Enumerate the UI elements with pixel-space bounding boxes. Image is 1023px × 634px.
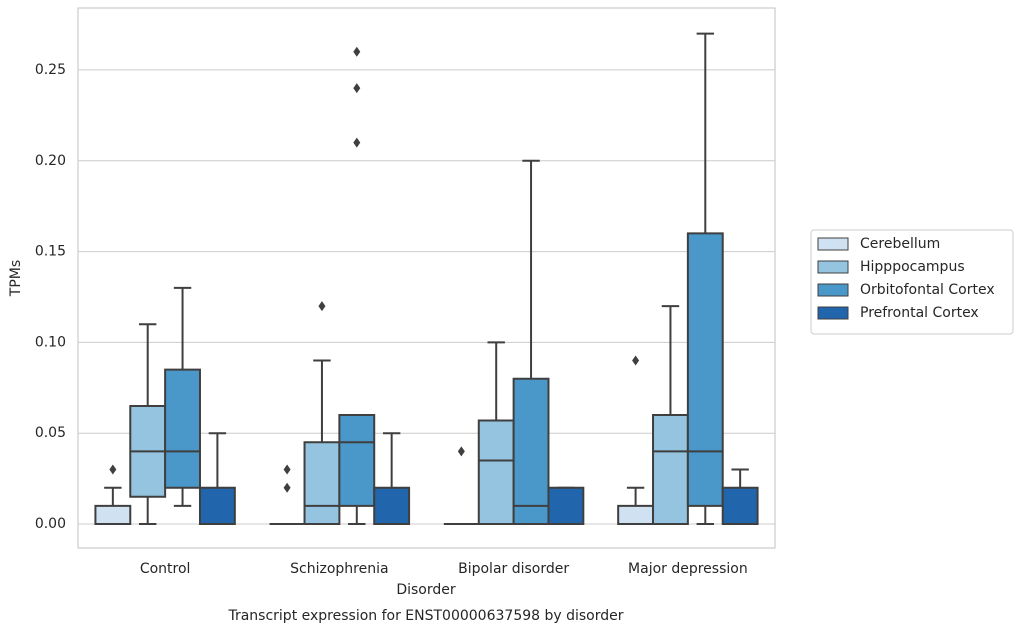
- box: [198, 486, 236, 526]
- x-tick-label: Control: [140, 561, 191, 577]
- box: [164, 368, 201, 489]
- box: [94, 504, 132, 526]
- x-tick-label: Bipolar disorder: [458, 561, 569, 577]
- legend-label: Cerebellum: [860, 236, 940, 252]
- box: [686, 232, 724, 507]
- y-tick-label: 0.00: [35, 516, 66, 532]
- legend-swatch: [817, 237, 849, 251]
- legend: Cerebellum Hipppocampus Orbitofontal Corte…: [810, 229, 1014, 335]
- box: [373, 486, 411, 526]
- legend-label: Orbitofontal Cortex: [860, 282, 995, 298]
- box: [477, 419, 515, 526]
- legend-swatch: [817, 283, 849, 297]
- y-tick-label: 0.10: [35, 334, 66, 350]
- box: [721, 486, 759, 526]
- outlier: [283, 482, 291, 493]
- outlier: [318, 301, 326, 312]
- y-tick-label: 0.05: [35, 425, 66, 441]
- box: [338, 414, 376, 507]
- legend-label: Prefrontal Cortex: [860, 305, 979, 321]
- y-tick-label: 0.20: [35, 153, 66, 169]
- legend-swatch: [817, 260, 849, 274]
- box: [512, 377, 550, 526]
- outlier: [353, 137, 361, 148]
- outlier: [632, 355, 640, 366]
- y-tick-label: 0.15: [35, 244, 66, 260]
- outlier: [283, 464, 291, 475]
- outlier: [109, 464, 117, 475]
- x-tick-label: Major depression: [628, 561, 748, 577]
- x-tick-label: Schizophrenia: [290, 561, 388, 577]
- outlier: [353, 83, 361, 94]
- y-tick-label: 0.25: [35, 62, 66, 78]
- box: [652, 414, 689, 526]
- y-axis-label: TPMs: [8, 260, 24, 297]
- outlier: [353, 46, 361, 57]
- x-axis-label: Disorder: [396, 582, 456, 598]
- legend-frame: [810, 229, 1014, 335]
- legend-label: Hipppocampus: [860, 259, 965, 275]
- legend-swatch: [817, 306, 849, 320]
- box: [303, 441, 341, 526]
- outlier: [457, 446, 465, 457]
- chart-title: Transcript expression for ENST0000063759…: [227, 608, 623, 624]
- plot-frame: [77, 7, 776, 549]
- box: [617, 504, 655, 526]
- box: [547, 486, 585, 526]
